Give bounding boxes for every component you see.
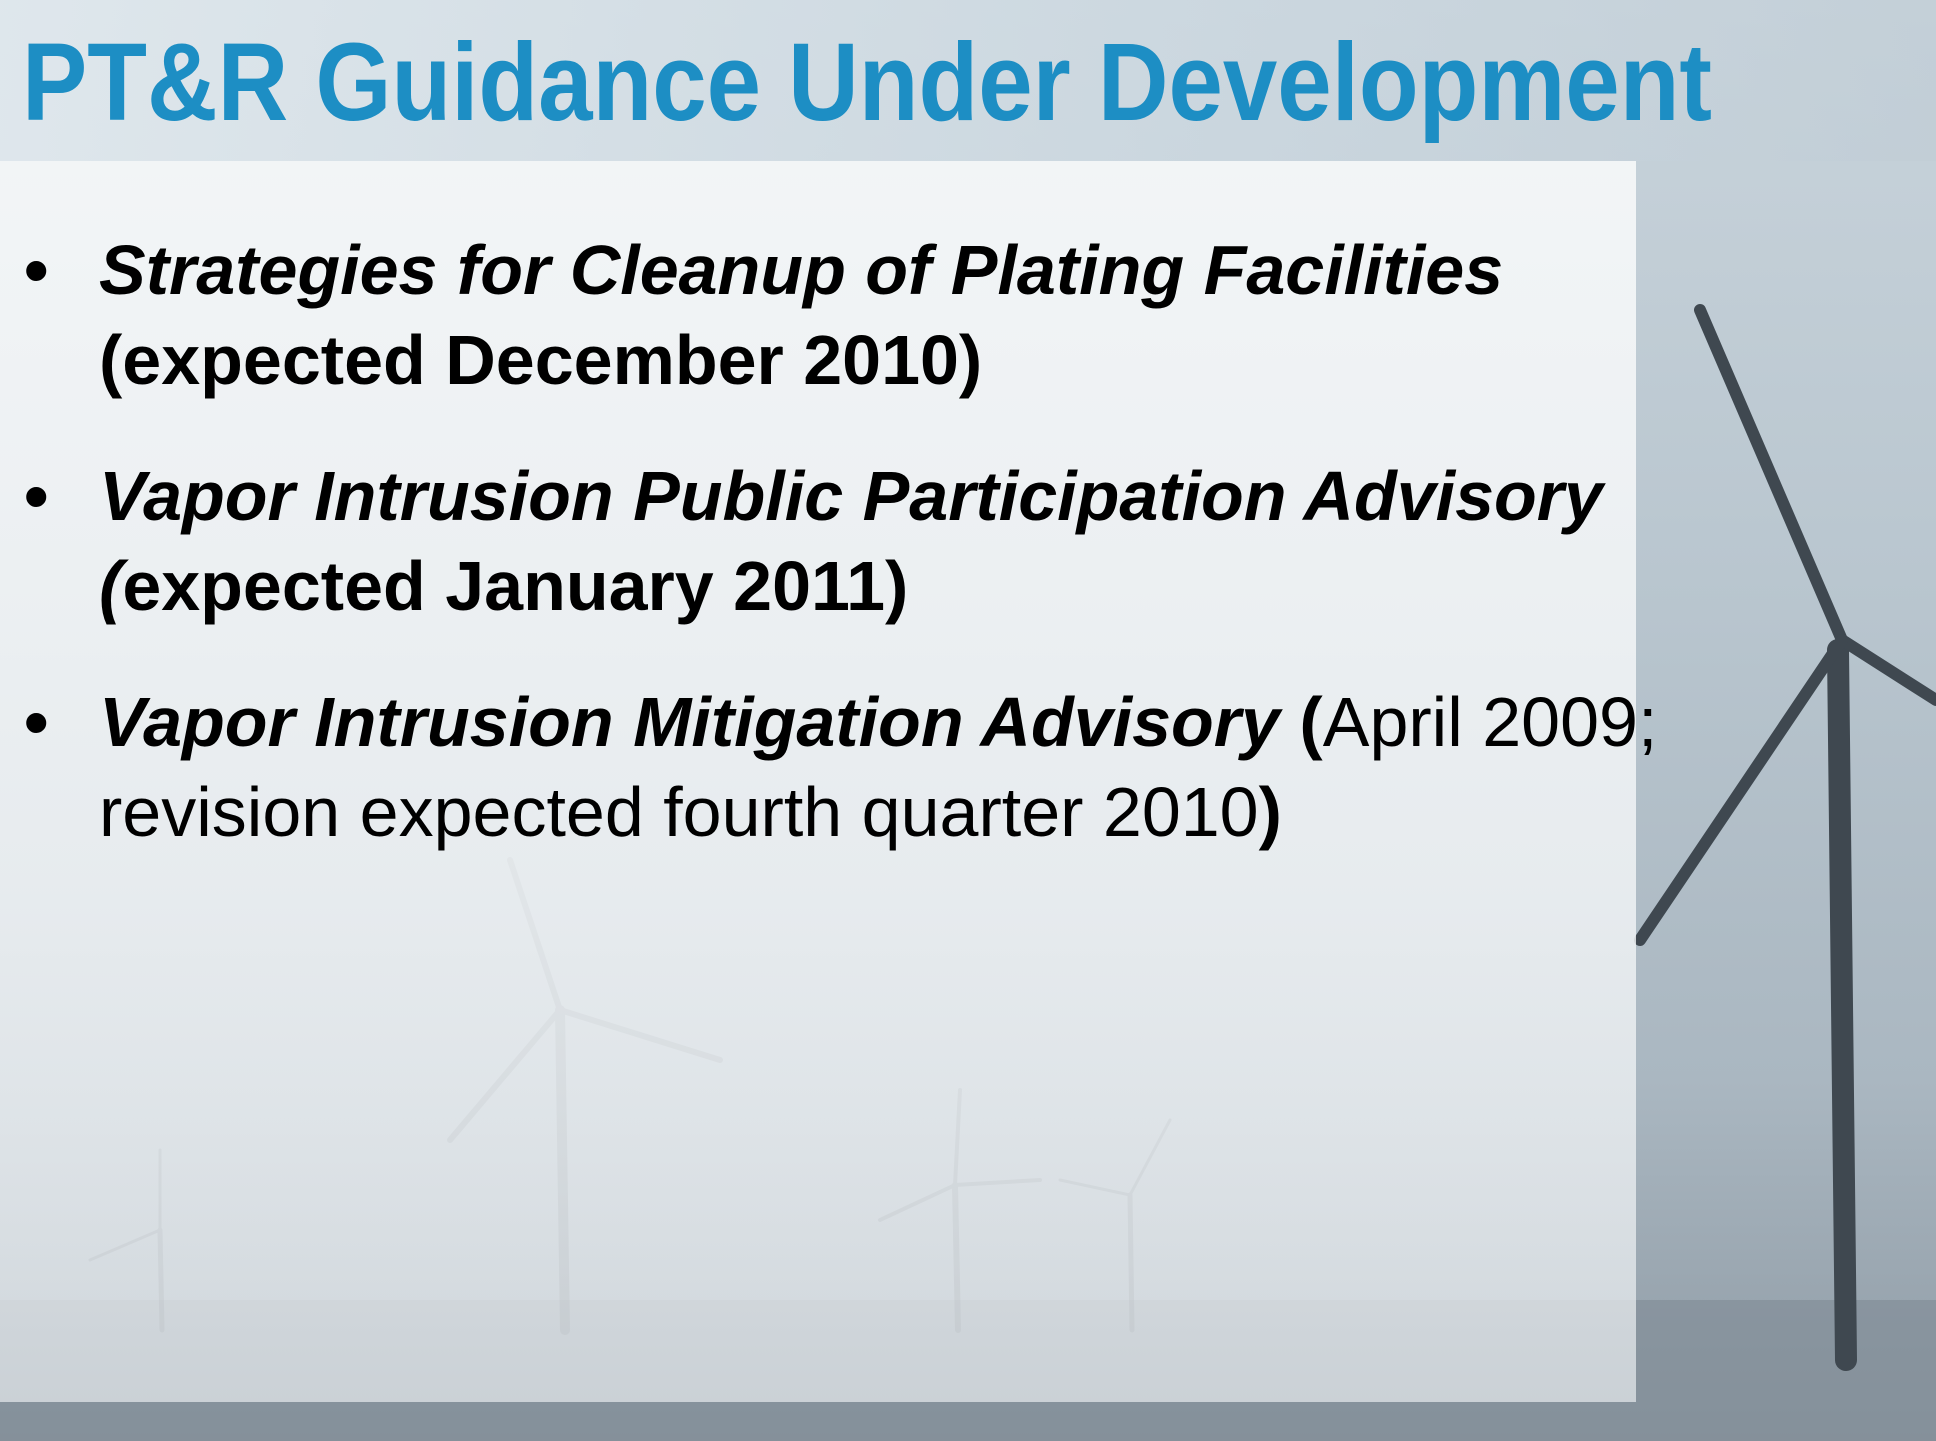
bullet-text: (	[1280, 683, 1323, 761]
slide: PT&R Guidance Under Development Strategi…	[0, 0, 1936, 1441]
title-box: PT&R Guidance Under Development	[22, 18, 1782, 148]
bullet-text: Vapor Intrusion Mitigation Advisory	[99, 683, 1280, 761]
bullet-text: )	[1259, 773, 1282, 851]
slide-title: PT&R Guidance Under Development	[22, 21, 1712, 144]
bullet-text: expected January 2011)	[122, 547, 908, 625]
bullet-item: Vapor Intrusion Mitigation Advisory (Apr…	[0, 677, 1700, 857]
bullet-text: Strategies for Cleanup of Plating Facili…	[99, 231, 1503, 309]
bullet-item: Vapor Intrusion Public Participation Adv…	[0, 451, 1700, 631]
bullet-list: Strategies for Cleanup of Plating Facili…	[0, 225, 1700, 903]
bullet-item: Strategies for Cleanup of Plating Facili…	[0, 225, 1700, 405]
